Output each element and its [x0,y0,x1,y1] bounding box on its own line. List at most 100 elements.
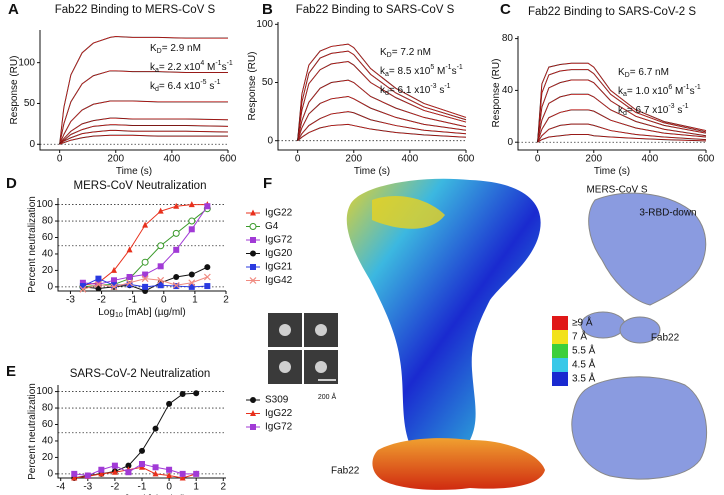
fit-line [537,93,707,143]
point [125,462,132,469]
annotation: KD= 7.2 nM [380,47,431,60]
annotation-part: M [434,66,445,77]
y-tick-label: 100 [256,19,273,30]
annotation-part: M [204,62,215,73]
chart-title: Fab22 Binding to SARS-CoV-2 S [528,6,696,18]
fit-line [297,61,467,141]
point [110,283,118,291]
panel-label: B [262,1,273,18]
y-tick-label: 60 [42,232,54,243]
annotation-part: -1 [444,83,450,90]
annotation-part: M [672,86,683,97]
x-tick-label: 0 [535,154,541,165]
x-tick-label: -2 [110,482,119,493]
annotation-part: -3 [668,103,674,110]
annotation-part: k [618,105,624,116]
data-line [59,124,229,145]
key-swatch [552,330,568,344]
point [179,474,186,481]
point [79,285,87,293]
model-views [571,192,708,480]
point [71,470,78,477]
y-tick-label: 100 [36,386,53,397]
annotation-part: -1 [445,64,451,71]
annotation-part: d [155,86,159,93]
point [141,275,149,283]
key-label: 5.5 Å [572,344,596,357]
key-swatch [552,344,568,358]
fit-line [537,109,707,143]
point [84,472,91,479]
legend-marker [250,424,256,430]
key-swatch [552,372,568,386]
y-axis-label-part: Percent neutralization [27,383,38,480]
point [141,258,149,266]
x-axis-label: Time (s) [116,166,152,177]
point [172,229,180,237]
class-averages [268,313,338,384]
spike-map [346,178,541,445]
fit-line [59,124,229,145]
data-line [74,463,197,477]
annotation-part: k [618,86,624,97]
panel-label: F [263,175,272,192]
x-tick-label: 0 [57,154,63,165]
annotation-part: 4 [200,60,204,67]
key-label: 4.5 Å [572,358,596,371]
fit-line [59,130,229,145]
y-axis-label-part: Response (RU) [247,52,258,121]
annotation: ka= 2.2 x104 M-1s-1 [150,60,233,74]
point [157,242,165,250]
point [188,217,196,225]
point [152,470,159,477]
point [188,279,196,287]
resolution-key: ≥9 Å7 Å5.5 Å4.5 Å3.5 Å [552,316,596,386]
x-tick-label: 600 [698,154,715,165]
annotation-part: = 6.4 x10 [159,81,201,92]
x-axis-label-part: Log [98,494,115,495]
x-tick-label: -3 [83,482,92,493]
point [79,283,86,290]
annotation-part: s [690,86,695,97]
chart-title: MERS-CoV Neutralization [74,180,207,192]
point [126,246,133,253]
point [95,285,102,292]
annotation-part: = 2.9 nM [162,43,201,54]
x-axis-label-part: [mAb] (µg/ml) [123,494,186,495]
x-axis-label-part: Time (s) [594,166,630,177]
key-label: ≥9 Å [572,316,593,329]
annotation-part: k [150,81,156,92]
point [188,201,195,208]
annotation-part: 5 [430,64,434,71]
annotation-part: -1 [215,60,221,67]
y-tick-label: 0 [267,135,273,146]
annotation-part: = 7.2 nM [392,47,431,58]
x-tick-label: 1 [193,482,199,493]
x-axis-label: Time (s) [354,166,390,177]
legend-marker [250,410,256,416]
legend-marker [250,250,256,257]
x-tick-label: -1 [138,482,147,493]
point [79,279,86,286]
legend-marker [250,264,256,270]
x-axis-label: Log10 [mAb] (µg/ml) [98,494,185,495]
annotation-part: s [452,66,457,77]
annotation-part: s [437,85,445,96]
annotation-part: = 6.7 x10 [627,105,669,116]
x-tick-label: 400 [402,154,419,165]
fit-line [59,135,228,145]
scale-label: 200 Å [318,392,337,401]
y-axis-label-part: Response (RU) [491,59,502,128]
point [98,470,105,477]
annotation: kd= 6.1 x10-3 s-1 [380,83,451,97]
x-tick-label: 0 [166,482,172,493]
annotation-part: D [387,52,392,59]
y-axis-label: Percent neutralization [27,383,38,480]
point [126,279,133,287]
annotation-part: a [623,91,627,98]
fab-map [372,438,545,490]
x-tick-label: 600 [220,154,237,165]
annotation-part: s [675,105,683,116]
annotation-part: K [150,43,157,54]
point [95,280,102,288]
